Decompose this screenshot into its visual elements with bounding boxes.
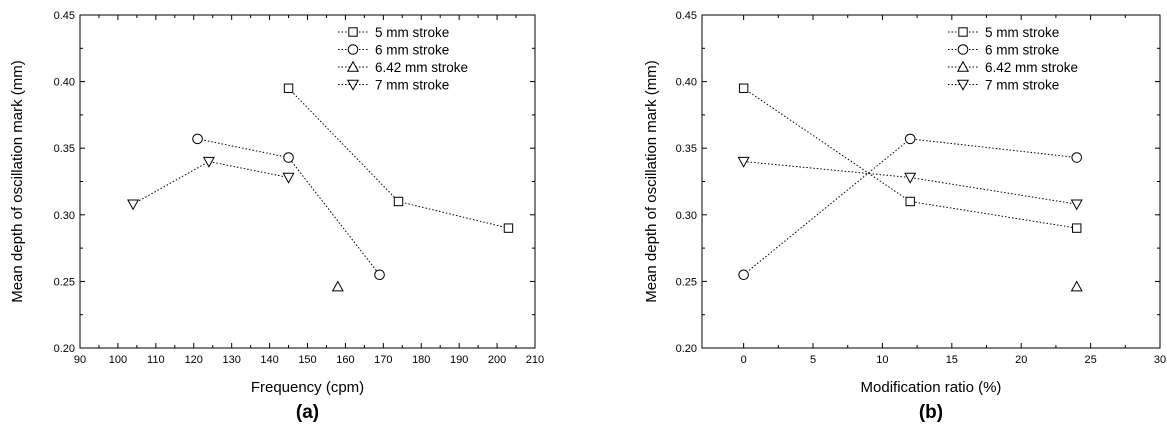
panel-label: (a): [296, 402, 319, 423]
data-point: [283, 83, 294, 93]
series-triangle-up: [1070, 280, 1083, 292]
y-axis: 0.20 0.25 0.30 0.35 0.40 0.45: [54, 10, 535, 355]
legend-label: 7 mm stroke: [375, 78, 449, 93]
data-point: [1072, 223, 1082, 233]
x-tick-label: 100: [109, 354, 127, 366]
series-triangle-up: [331, 280, 344, 292]
y-axis-label: Mean depth of oscillation mark (mm): [9, 60, 26, 303]
x-tick-label: 25: [1084, 354, 1096, 366]
chart-panel-b: 0 5 10 15 20 25 30 0.20 0.25 0.30 0.35 0.40 0.45 Modi…: [643, 10, 1166, 423]
legend-label: 6 mm stroke: [985, 43, 1059, 58]
data-point: [738, 269, 749, 281]
legend-label: 6.42 mm stroke: [985, 60, 1078, 75]
x-tick-label: 190: [450, 354, 468, 366]
legend-marker: [957, 44, 969, 55]
y-axis: 0.20 0.25 0.30 0.35 0.40 0.45: [676, 10, 1160, 355]
x-tick-label: 15: [946, 354, 958, 366]
data-point: [503, 223, 514, 233]
data-point: [282, 172, 295, 184]
series-square: [738, 83, 1082, 233]
series-line: [743, 87, 1077, 229]
x-tick-label: 0: [741, 354, 747, 366]
x-tick-label: 30: [1154, 354, 1166, 366]
legend-marker: [346, 60, 360, 72]
legend-marker: [347, 44, 359, 55]
chart-panel-a: 90 100 110 120 130 140 150 160 170 180 190 200 2100.…: [9, 10, 544, 423]
data-point: [904, 133, 916, 145]
x-tick-label: 150: [298, 354, 316, 366]
data-point: [737, 156, 750, 168]
legend-marker: [958, 27, 968, 37]
x-tick-label: 120: [185, 354, 203, 366]
data-point: [1070, 280, 1083, 292]
panel-label: (b): [919, 402, 943, 423]
data-point: [1071, 152, 1083, 163]
legend-label: 6.42 mm stroke: [375, 60, 468, 75]
y-axis-label: Mean depth of oscillation mark (mm): [643, 60, 660, 303]
plot-frame: [701, 14, 1161, 349]
y-tick-label: 0.35: [676, 143, 697, 155]
data-point: [127, 199, 140, 211]
series-triangle-down: [127, 156, 295, 211]
x-axis-label: Modification ratio (%): [861, 379, 1002, 396]
data-point: [374, 269, 385, 281]
y-tick-label: 0.30: [676, 210, 697, 222]
legend-label: 5 mm stroke: [985, 25, 1059, 40]
x-tick-label: 90: [74, 354, 86, 366]
x-tick-label: 5: [810, 354, 816, 366]
data-point: [192, 133, 203, 145]
y-tick-label: 0.40: [676, 77, 697, 89]
legend: 5 mm stroke 6 mm stroke 6.42 mm stroke 7 mm…: [948, 25, 1078, 93]
data-point: [905, 196, 915, 207]
series-line: [743, 138, 1077, 276]
series-line: [288, 87, 509, 229]
series-square: [283, 83, 514, 233]
legend-marker: [346, 79, 360, 91]
y-tick-label: 0.35: [54, 143, 75, 155]
series-circle: [738, 133, 1083, 281]
x-tick-label: 10: [876, 354, 888, 366]
x-tick-label: 130: [222, 354, 240, 366]
x-tick-label: 200: [488, 354, 506, 366]
x-tick-label: 210: [526, 354, 544, 366]
x-axis: 90 100 110 120 130 140 150 160 170 180 190 200 210: [74, 15, 544, 366]
series-triangle-down: [737, 156, 1083, 211]
x-axis: 0 5 10 15 20 25 30: [741, 15, 1166, 366]
y-tick-label: 0.25: [54, 276, 75, 288]
x-tick-label: 160: [336, 354, 354, 366]
series-line: [132, 160, 289, 205]
legend-marker: [956, 60, 970, 72]
y-tick-label: 0.45: [54, 10, 75, 22]
y-tick-label: 0.25: [676, 276, 697, 288]
y-tick-label: 0.20: [54, 343, 75, 355]
legend: 5 mm stroke 6 mm stroke 6.42 mm stroke 7 mm…: [338, 25, 468, 93]
legend-marker: [348, 27, 358, 37]
data-point: [738, 83, 749, 93]
legend-marker: [956, 79, 970, 91]
y-tick-label: 0.40: [54, 77, 75, 89]
data-point: [331, 280, 344, 292]
x-tick-label: 140: [260, 354, 278, 366]
y-tick-label: 0.20: [676, 343, 697, 355]
data-point: [904, 172, 917, 184]
y-tick-label: 0.30: [54, 210, 75, 222]
x-tick-label: 170: [374, 354, 392, 366]
legend-label: 5 mm stroke: [375, 25, 449, 40]
x-tick-label: 20: [1015, 354, 1027, 366]
y-tick-label: 0.45: [676, 10, 697, 22]
legend-label: 6 mm stroke: [375, 43, 449, 58]
x-axis-label: Frequency (cpm): [251, 379, 364, 396]
data-point: [202, 156, 215, 168]
series-circle: [192, 133, 385, 281]
legend-label: 7 mm stroke: [985, 78, 1059, 93]
x-tick-label: 110: [147, 354, 165, 366]
data-point: [1070, 199, 1083, 211]
data-point: [393, 196, 404, 207]
data-point: [283, 152, 294, 163]
x-tick-label: 180: [412, 354, 430, 366]
